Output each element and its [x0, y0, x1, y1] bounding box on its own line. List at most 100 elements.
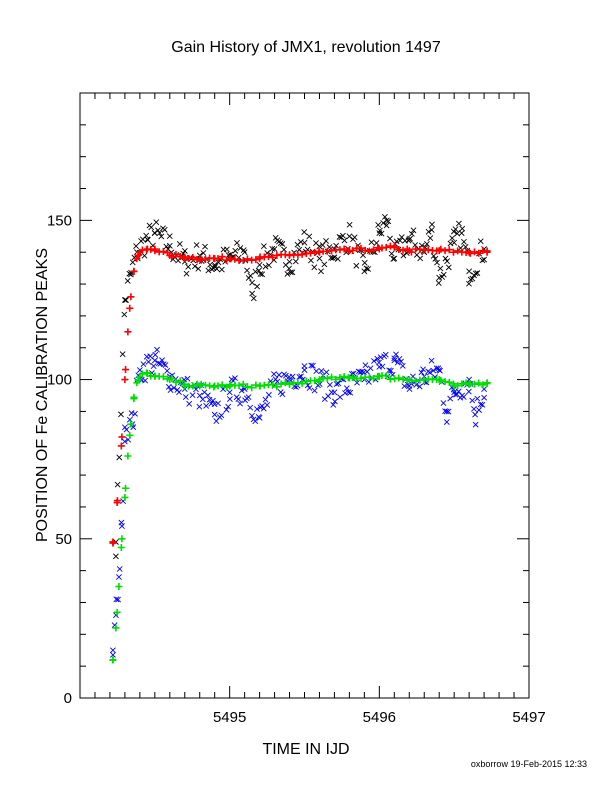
- axis-ticks: [79, 92, 530, 699]
- fit-point: [117, 544, 125, 552]
- data-point: [346, 221, 353, 228]
- data-point: [466, 268, 473, 275]
- fit-point: [133, 379, 141, 387]
- data-point: [210, 397, 216, 404]
- fit-point: [475, 379, 483, 387]
- data-point: [232, 375, 238, 382]
- data-point: [308, 362, 315, 369]
- data-point: [440, 271, 447, 278]
- data-point: [311, 387, 318, 394]
- data-point: [144, 236, 151, 243]
- data-point: [316, 243, 323, 250]
- data-point: [152, 351, 159, 358]
- data-point: [254, 283, 261, 290]
- data-point: [469, 397, 476, 404]
- data-point: [376, 230, 383, 237]
- fit-point: [277, 380, 285, 388]
- data-point: [237, 400, 243, 407]
- fit-point: [151, 372, 159, 380]
- fit-point: [399, 375, 407, 383]
- data-point: [279, 391, 286, 398]
- fit-point: [357, 374, 365, 382]
- fit-point: [196, 255, 204, 263]
- data-point: [430, 253, 437, 259]
- data-point: [181, 247, 188, 254]
- fit-point: [112, 624, 120, 632]
- data-point: [226, 396, 233, 403]
- data-point: [147, 353, 154, 360]
- y-tick-label: 100: [47, 372, 72, 389]
- data-point: [176, 389, 182, 396]
- fit-point: [126, 431, 134, 439]
- data-point: [332, 398, 338, 405]
- data-point: [296, 374, 303, 380]
- fit-point: [252, 256, 260, 264]
- data-point: [289, 373, 296, 380]
- fit-point: [243, 383, 251, 391]
- data-point: [185, 263, 192, 270]
- data-point: [443, 408, 450, 415]
- data-point: [154, 346, 160, 353]
- data-point: [269, 245, 276, 252]
- fit-point: [151, 245, 159, 253]
- fit-point: [130, 395, 138, 403]
- data-point: [435, 280, 442, 286]
- data-point: [398, 358, 404, 365]
- data-point: [378, 230, 385, 237]
- data-point: [397, 237, 403, 244]
- fit-point: [357, 244, 365, 252]
- data-point: [277, 240, 284, 247]
- fit-point: [435, 247, 443, 255]
- fit-point: [323, 375, 331, 383]
- data-point: [477, 238, 484, 245]
- fit-point: [328, 373, 336, 381]
- fit-point: [115, 583, 123, 591]
- fit-point: [264, 253, 272, 261]
- data-point: [186, 400, 193, 407]
- data-point: [249, 279, 256, 286]
- data-point: [140, 361, 147, 368]
- data-point: [238, 387, 245, 394]
- data-point: [428, 357, 435, 364]
- data-point: [311, 264, 318, 271]
- fit-point: [370, 246, 378, 254]
- data-point: [318, 367, 325, 374]
- data-point: [342, 390, 349, 396]
- data-point: [153, 219, 160, 226]
- data-point: [297, 239, 304, 245]
- data-point: [394, 359, 401, 366]
- data-point: [218, 266, 225, 273]
- data-point: [284, 271, 291, 277]
- data-point: [115, 596, 121, 603]
- data-point: [143, 232, 150, 239]
- fit-point: [441, 247, 449, 255]
- data-point: [387, 367, 394, 374]
- fit-point: [143, 369, 151, 377]
- data-point: [211, 262, 218, 268]
- data-point: [472, 411, 479, 418]
- data-point: [333, 381, 340, 387]
- data-point: [193, 242, 200, 248]
- data-point: [458, 230, 465, 237]
- fit-point: [365, 247, 373, 255]
- data-point: [171, 384, 177, 391]
- data-point: [391, 357, 398, 364]
- fit-point: [465, 380, 473, 388]
- data-point: [436, 274, 443, 281]
- chart-title: Gain History of JMX1, revolution 1497: [171, 39, 441, 56]
- data-point: [301, 229, 308, 235]
- fit-point: [256, 255, 264, 263]
- fit-point: [159, 373, 167, 381]
- data-point: [326, 381, 333, 388]
- data-point: [401, 383, 408, 390]
- data-point: [383, 222, 390, 229]
- data-point: [429, 221, 435, 228]
- data-point: [265, 391, 272, 398]
- data-point: [406, 383, 413, 389]
- fit-point: [124, 328, 132, 336]
- fit-point: [437, 245, 445, 253]
- data-point: [467, 276, 474, 283]
- data-point: [310, 362, 316, 369]
- fit-point: [375, 372, 383, 380]
- data-point: [399, 362, 406, 369]
